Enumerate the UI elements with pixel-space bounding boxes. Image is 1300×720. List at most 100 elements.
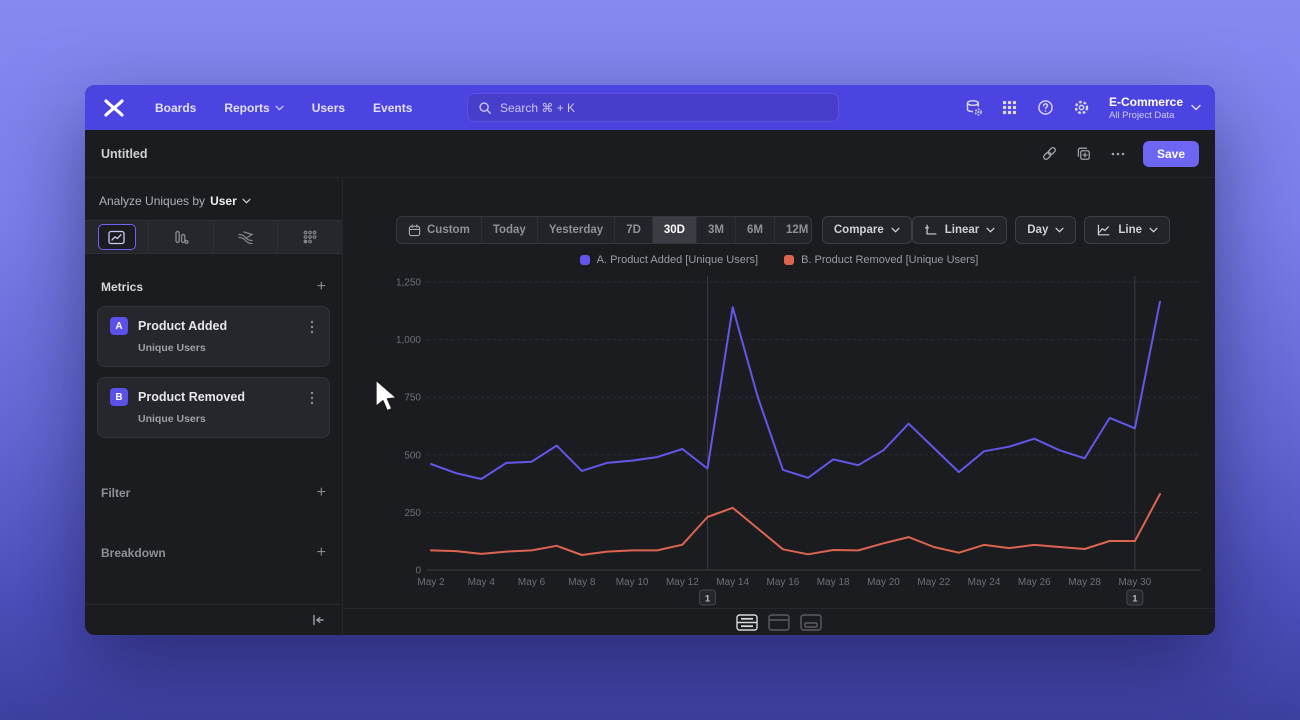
save-button[interactable]: Save — [1142, 140, 1199, 167]
metric-measurement[interactable]: Unique Users — [138, 342, 206, 354]
add-filter-button[interactable]: + — [316, 484, 326, 501]
metrics-section-header: Metrics + — [85, 278, 342, 296]
nav-item-label: Users — [311, 100, 346, 115]
line-chart-icon — [1096, 223, 1111, 237]
data-management-icon[interactable] — [965, 99, 983, 117]
filter-section-header: Filter + — [85, 484, 342, 502]
settings-gear-icon[interactable] — [1073, 99, 1091, 117]
view-mode-bar — [343, 608, 1215, 635]
metric-letter-badge: B — [110, 388, 128, 406]
add-breakdown-button[interactable]: + — [316, 544, 326, 561]
view-toggle-split[interactable] — [736, 613, 758, 631]
filter-label: Filter — [101, 486, 131, 500]
analyze-selector[interactable]: Analyze Uniques by User — [85, 178, 342, 220]
metric-list: A Product Added Unique Users B Product R… — [85, 306, 342, 438]
main-area: Analyze Uniques by User Metrics + A Prod… — [85, 178, 1215, 635]
x-axis-tick-label: May 14 — [716, 577, 749, 588]
share-link-icon[interactable] — [1041, 145, 1059, 163]
project-name: E-Commerce — [1108, 94, 1183, 109]
annotation-badge[interactable] — [699, 589, 717, 606]
annotation-badge[interactable] — [1126, 589, 1144, 606]
query-builder-sidebar: Analyze Uniques by User Metrics + A Prod… — [85, 178, 343, 635]
nav-item-boards[interactable]: Boards — [155, 101, 196, 115]
series-b-line[interactable] — [430, 493, 1161, 556]
interval-select[interactable]: Day — [1015, 216, 1077, 244]
x-axis-tick-label: May 18 — [817, 577, 850, 588]
view-toggle-table[interactable] — [800, 613, 822, 631]
range-label: 7D — [626, 224, 641, 236]
metrics-label: Metrics — [101, 280, 144, 294]
range-6m[interactable]: 6M — [736, 217, 775, 243]
breakdown-section-header: Breakdown + — [85, 544, 342, 562]
range-label: 30D — [663, 224, 685, 236]
project-switcher[interactable]: E-Commerce All Project Data — [1109, 95, 1201, 121]
y-axis-tick-label: 1,250 — [396, 278, 421, 289]
metric-name: Product Added — [138, 319, 228, 333]
breakdown-label: Breakdown — [101, 546, 166, 560]
chart-type-label: Line — [1118, 224, 1142, 236]
date-range-segmented-control: Custom Today Yesterday 7D 30D 3M 6M 12M — [396, 216, 812, 244]
axis-scale-icon — [924, 223, 938, 237]
search-icon — [478, 101, 492, 115]
sidebar-footer — [85, 604, 342, 635]
range-label: 3M — [708, 224, 724, 236]
tab-insights[interactable] — [85, 221, 150, 253]
x-axis-tick-label: May 2 — [417, 577, 445, 588]
metric-card-a[interactable]: A Product Added Unique Users — [97, 306, 330, 367]
more-options-icon[interactable] — [1109, 145, 1127, 163]
range-custom[interactable]: Custom — [397, 217, 482, 243]
range-label: 12M — [785, 224, 809, 236]
tab-funnels[interactable] — [149, 221, 214, 253]
chart-panel: Custom Today Yesterday 7D 30D 3M 6M 12M Compare… — [343, 178, 1215, 635]
x-axis-tick-label: May 20 — [867, 577, 900, 588]
report-header: Untitled — [85, 130, 1215, 178]
range-7d[interactable]: 7D — [615, 217, 653, 243]
legend-item-a[interactable]: A. Product Added [Unique Users] — [579, 254, 759, 266]
view-toggle-chart[interactable] — [768, 613, 790, 631]
tab-retention[interactable] — [278, 221, 342, 253]
range-yesterday[interactable]: Yesterday — [538, 217, 616, 243]
scale-select[interactable]: Linear — [911, 216, 1008, 244]
help-icon[interactable] — [1037, 99, 1055, 117]
retention-icon — [291, 224, 329, 250]
annotation-badge-label: 1 — [1132, 594, 1138, 605]
legend-label: A. Product Added [Unique Users] — [596, 254, 759, 266]
nav-right-cluster: E-Commerce All Project Data — [965, 85, 1201, 130]
search-placeholder: Search ⌘ + K — [500, 100, 576, 115]
metric-measurement[interactable]: Unique Users — [138, 413, 206, 425]
report-actions: Save — [1041, 140, 1199, 167]
nav-item-events[interactable]: Events — [373, 101, 412, 115]
metric-options-icon[interactable] — [305, 390, 319, 406]
x-axis-tick-label: May 12 — [666, 577, 699, 588]
range-today[interactable]: Today — [482, 217, 538, 243]
scale-label: Linear — [944, 224, 980, 236]
duplicate-icon[interactable] — [1075, 145, 1093, 163]
metric-card-b[interactable]: B Product Removed Unique Users — [97, 377, 330, 438]
range-30d[interactable]: 30D — [652, 217, 697, 243]
x-axis-tick-label: May 28 — [1068, 577, 1101, 588]
nav-item-label: Events — [373, 100, 413, 115]
mixpanel-logo-icon[interactable] — [101, 96, 127, 120]
legend-item-b[interactable]: B. Product Removed [Unique Users] — [784, 254, 978, 266]
metric-options-icon[interactable] — [305, 319, 319, 335]
range-3m[interactable]: 3M — [697, 217, 736, 243]
compare-button[interactable]: Compare — [821, 216, 912, 244]
range-12m[interactable]: 12M — [775, 217, 811, 243]
search-input[interactable]: Search ⌘ + K — [467, 93, 839, 122]
app-window: Boards Reports Users Events Search ⌘ + K — [85, 85, 1215, 635]
series-a-line[interactable] — [430, 300, 1161, 480]
nav-item-users[interactable]: Users — [312, 101, 345, 115]
y-axis-tick-label: 500 — [404, 450, 421, 461]
collapse-sidebar-icon[interactable] — [310, 612, 326, 628]
analyze-prefix-label: Analyze Uniques by — [99, 194, 206, 208]
apps-grid-icon[interactable] — [1001, 99, 1019, 117]
add-metric-button[interactable]: + — [316, 278, 326, 295]
x-axis-tick-label: May 30 — [1118, 577, 1151, 588]
tab-flows[interactable] — [214, 221, 278, 253]
line-chart[interactable]: 0 250 500 750 1,000 1,250 1 1 May 2 May 4 May 6 May… — [343, 274, 1215, 624]
chart-type-select[interactable]: Line — [1084, 216, 1170, 244]
nav-item-reports[interactable]: Reports — [224, 101, 284, 115]
annotation-badge-label: 1 — [705, 594, 711, 605]
report-title[interactable]: Untitled — [101, 146, 148, 161]
